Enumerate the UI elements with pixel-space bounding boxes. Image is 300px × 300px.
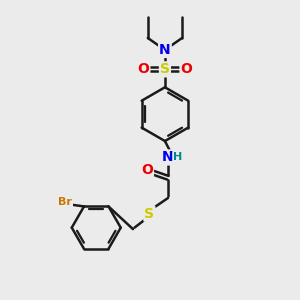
Text: O: O (137, 62, 149, 76)
Text: O: O (141, 163, 153, 177)
Text: N: N (162, 151, 174, 164)
Text: N: N (159, 43, 171, 57)
Text: H: H (173, 152, 183, 163)
Text: Br: Br (58, 197, 72, 207)
Text: O: O (181, 62, 192, 76)
Text: S: S (160, 62, 170, 76)
Text: S: S (144, 207, 154, 220)
